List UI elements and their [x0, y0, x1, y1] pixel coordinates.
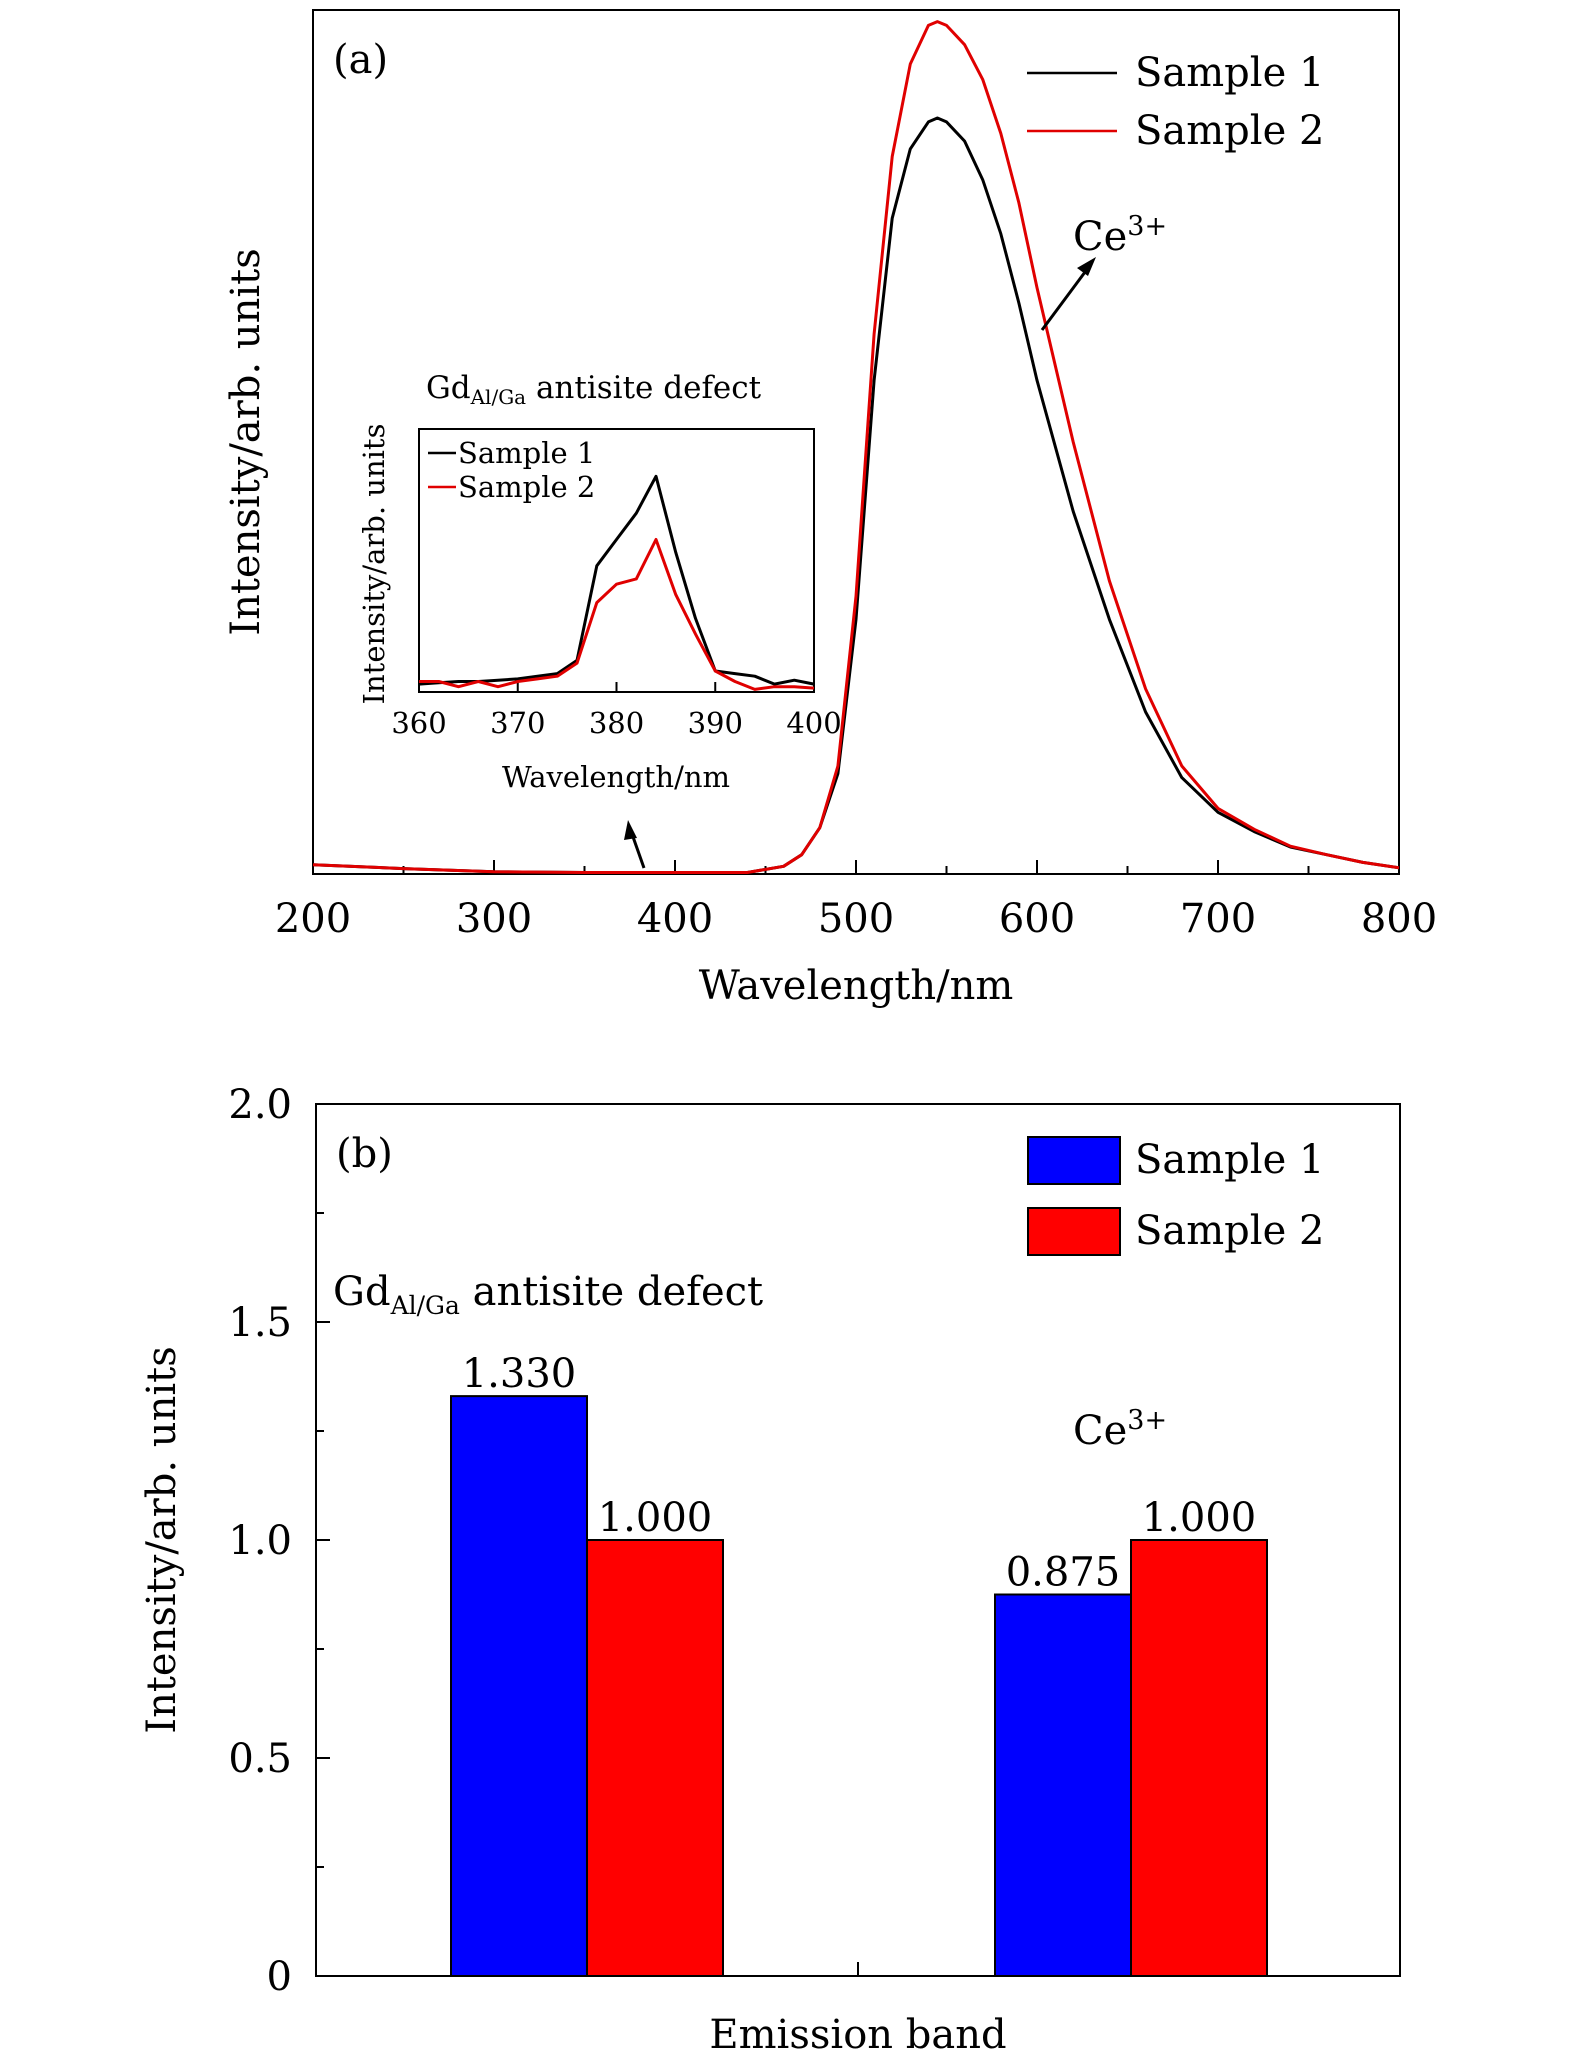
inset-title-sub: Al/Ga	[470, 385, 527, 409]
inset-title-rest: antisite defect	[526, 370, 762, 406]
legend-label-sample-2-b: Sample 2	[1135, 1208, 1324, 1254]
category-label-antisite-b: GdAl/Ga antisite defect	[333, 1269, 763, 1320]
legend-swatch-sample-1-b	[1027, 1136, 1121, 1185]
annotation-ce3-sup-a: 3+	[1127, 211, 1167, 242]
y-axis-label-a: Intensity/arb. units	[223, 248, 269, 635]
inset-x-axis-tick-labels: 360 370 380 390 400	[391, 706, 841, 740]
inset-series-line-sample-2	[419, 538, 815, 691]
x-tick-label-a-300: 300	[456, 896, 532, 942]
y-axis-ticks-b	[316, 1103, 330, 1977]
category-label-antisite-rest-b: antisite defect	[460, 1269, 763, 1315]
inset-x-tick-label-400: 400	[786, 706, 841, 740]
panel-b: 0 0.5 1.0 1.5 2.0 Emission band Intensity/ar…	[139, 1082, 1401, 2057]
inset-x-tick-label-380: 380	[589, 706, 644, 740]
y-axis-tick-labels-b: 0 0.5 1.0 1.5 2.0	[228, 1082, 292, 2000]
inset-pointer-arrowhead-a	[624, 820, 637, 840]
x-axis-label-a: Wavelength/nm	[699, 963, 1014, 1009]
inset-x-tick-label-370: 370	[490, 706, 545, 740]
inset-x-axis-label: Wavelength/nm	[502, 760, 730, 794]
y-axis-label-b: Intensity/arb. units	[139, 1346, 185, 1733]
x-tick-label-a-400: 400	[637, 896, 713, 942]
inset-x-tick-label-390: 390	[688, 706, 743, 740]
x-tick-label-a-800: 800	[1361, 896, 1437, 942]
legend-label-sample-2-a: Sample 2	[1135, 108, 1324, 154]
category-label-antisite-main-b: Gd	[333, 1269, 391, 1315]
inset-pointer-arrow-a	[630, 833, 646, 869]
category-label-ce3-sup-b: 3+	[1127, 1405, 1167, 1436]
category-label-ce3-b: Ce3+	[1073, 1405, 1167, 1454]
bar-labels-group-b: 1.330 0.875 1.000 1.000	[462, 1351, 1257, 1595]
x-axis-label-b: Emission band	[709, 2012, 1006, 2057]
annotation-ce3-main-a: Ce	[1073, 214, 1127, 260]
inset-series-line-sample-1	[418, 474, 815, 686]
bar-sample-1-cat-0	[450, 1395, 588, 1977]
annotation-arrowhead-ce3-a	[1077, 257, 1096, 276]
y-tick-label-b-0-5: 0.5	[228, 1736, 292, 1782]
x-tick-label-a-600: 600	[999, 896, 1075, 942]
category-label-antisite-sub-b: Al/Ga	[390, 1291, 460, 1320]
bar-value-label-sample-2-cat-0: 1.000	[598, 1495, 713, 1541]
bar-sample-1-cat-1	[994, 1593, 1132, 1977]
inset-chart: GdAl/Ga antisite defect 360 370 380 390 400 …	[357, 370, 842, 794]
panel-label-b: (b)	[336, 1131, 393, 1177]
bar-sample-2-cat-1	[1130, 1539, 1268, 1977]
legend-label-sample-1-b: Sample 1	[1135, 1137, 1324, 1183]
panel-a: 200 300 400 500 600 700 800 Wavelength/nm Inte…	[223, 9, 1437, 1009]
x-tick-label-a-200: 200	[275, 896, 351, 942]
x-tick-label-a-700: 700	[1180, 896, 1256, 942]
bars-group-b	[450, 1395, 1268, 1977]
x-tick-label-a-500: 500	[818, 896, 894, 942]
inset-legend-label-sample-1: Sample 1	[458, 436, 595, 470]
bar-value-label-sample-2-cat-1: 1.000	[1142, 1495, 1257, 1541]
x-axis-tick-labels-a: 200 300 400 500 600 700 800	[275, 896, 1437, 942]
legend-label-sample-1-a: Sample 1	[1135, 50, 1324, 96]
y-tick-label-b-1-5: 1.5	[228, 1300, 292, 1346]
inset-title: GdAl/Ga antisite defect	[426, 370, 762, 409]
inset-legend-label-sample-2: Sample 2	[458, 470, 595, 504]
inset-y-axis-label: Intensity/arb. units	[357, 424, 391, 705]
inset-title-main: Gd	[426, 370, 471, 406]
bar-sample-2-cat-0	[586, 1539, 724, 1977]
annotation-ce3-a: Ce3+	[1073, 211, 1167, 260]
inset-frame	[418, 428, 815, 693]
series-group-a	[312, 20, 1400, 874]
legend-swatch-sample-2-b	[1027, 1207, 1121, 1256]
panel-label-a: (a)	[333, 37, 388, 83]
series-line-sample-2-a	[312, 20, 1400, 874]
bar-value-label-sample-1-cat-1: 0.875	[1006, 1550, 1121, 1596]
inset-series-group	[418, 474, 815, 691]
y-tick-label-b-0: 0	[267, 1954, 292, 2000]
inset-x-tick-label-360: 360	[391, 706, 446, 740]
annotation-arrow-ce3-a	[1040, 267, 1090, 331]
y-tick-label-b-1-0: 1.0	[228, 1518, 292, 1564]
bar-value-label-sample-1-cat-0: 1.330	[462, 1351, 577, 1397]
category-label-ce3-main-b: Ce	[1073, 1408, 1127, 1454]
y-tick-label-b-2-0: 2.0	[228, 1082, 292, 1128]
